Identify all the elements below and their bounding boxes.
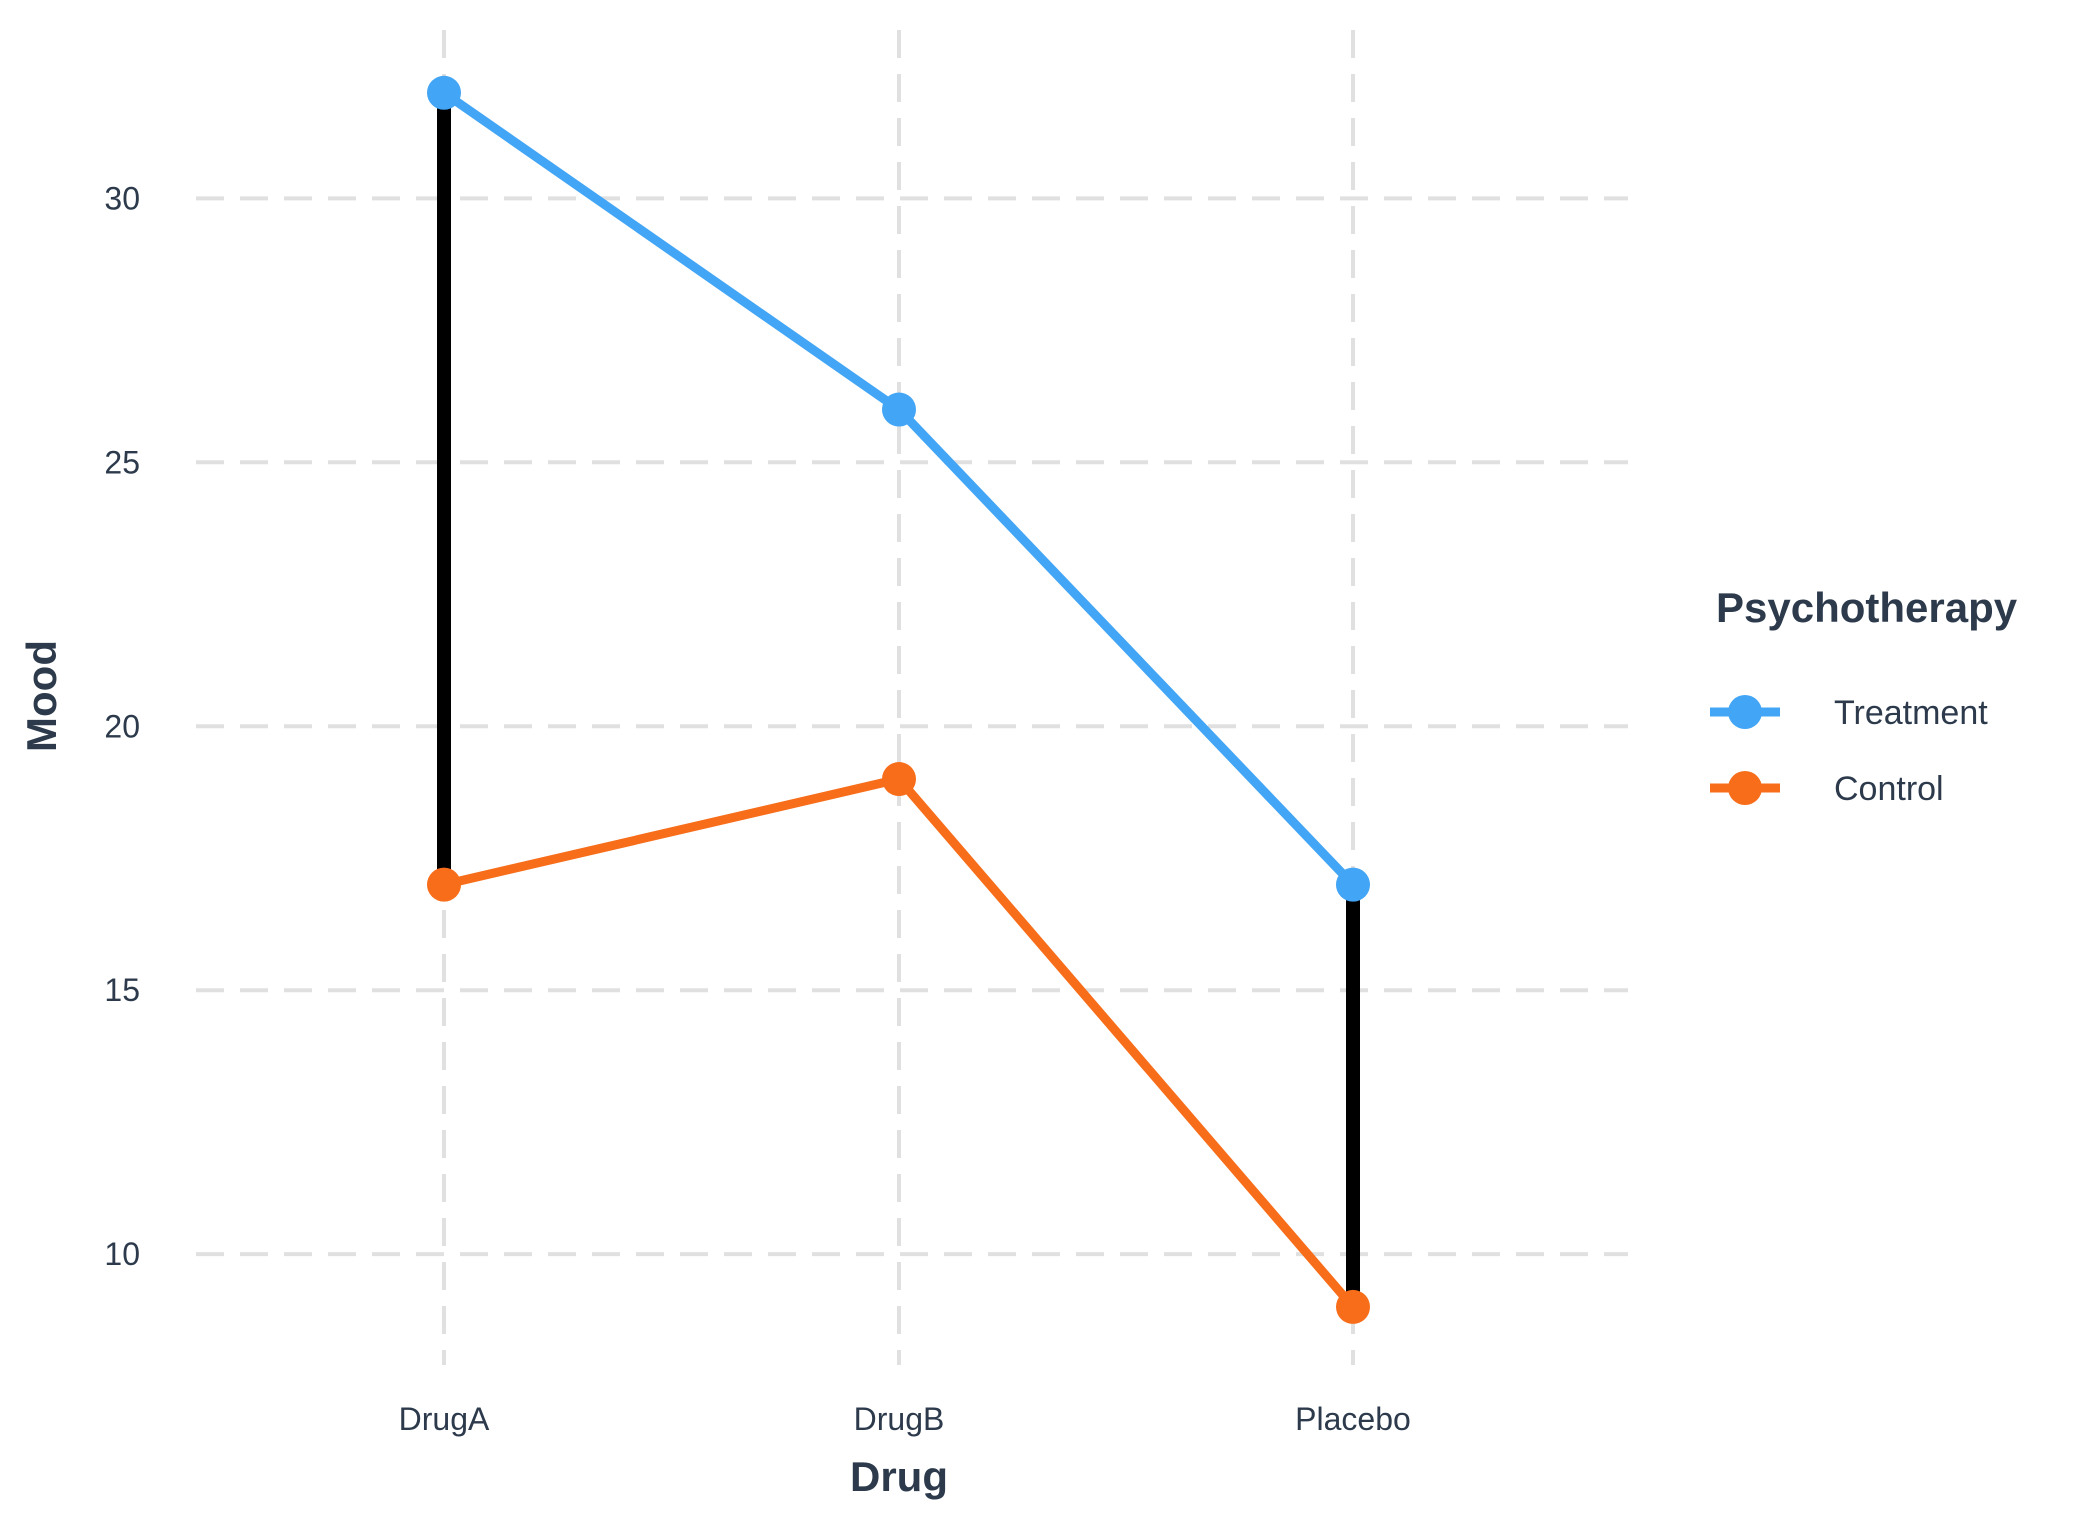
- x-tick-label: DrugA: [399, 1401, 490, 1437]
- y-tick-label: 30: [104, 180, 140, 216]
- x-tick-label: Placebo: [1295, 1401, 1411, 1437]
- point-control: [1336, 1289, 1370, 1324]
- data-points: [427, 75, 1370, 1324]
- point-treatment: [1336, 867, 1370, 902]
- point-treatment: [427, 75, 461, 110]
- difference-segments: [437, 92, 1360, 1307]
- y-tick-label: 20: [104, 708, 140, 744]
- x-axis-ticks: DrugA DrugB Placebo: [399, 1401, 1411, 1437]
- legend-key-point: [1728, 771, 1762, 805]
- point-control: [882, 762, 916, 797]
- legend-label-treatment: Treatment: [1834, 694, 1988, 732]
- legend-title: Psychotherapy: [1716, 584, 2018, 631]
- y-axis-ticks: 10 15 20 25 30: [104, 180, 140, 1272]
- legend-key-point: [1728, 695, 1762, 729]
- x-tick-label: DrugB: [854, 1401, 945, 1437]
- y-tick-label: 15: [104, 972, 140, 1008]
- y-axis-title: Mood: [18, 640, 65, 752]
- y-tick-label: 10: [104, 1236, 140, 1272]
- x-axis-title: Drug: [850, 1453, 948, 1500]
- y-tick-label: 25: [104, 444, 140, 480]
- legend: Psychotherapy Treatment Control: [1710, 584, 2018, 808]
- point-control: [427, 867, 461, 902]
- legend-label-control: Control: [1834, 770, 1944, 808]
- grid: [196, 30, 1628, 1365]
- point-treatment: [882, 392, 916, 427]
